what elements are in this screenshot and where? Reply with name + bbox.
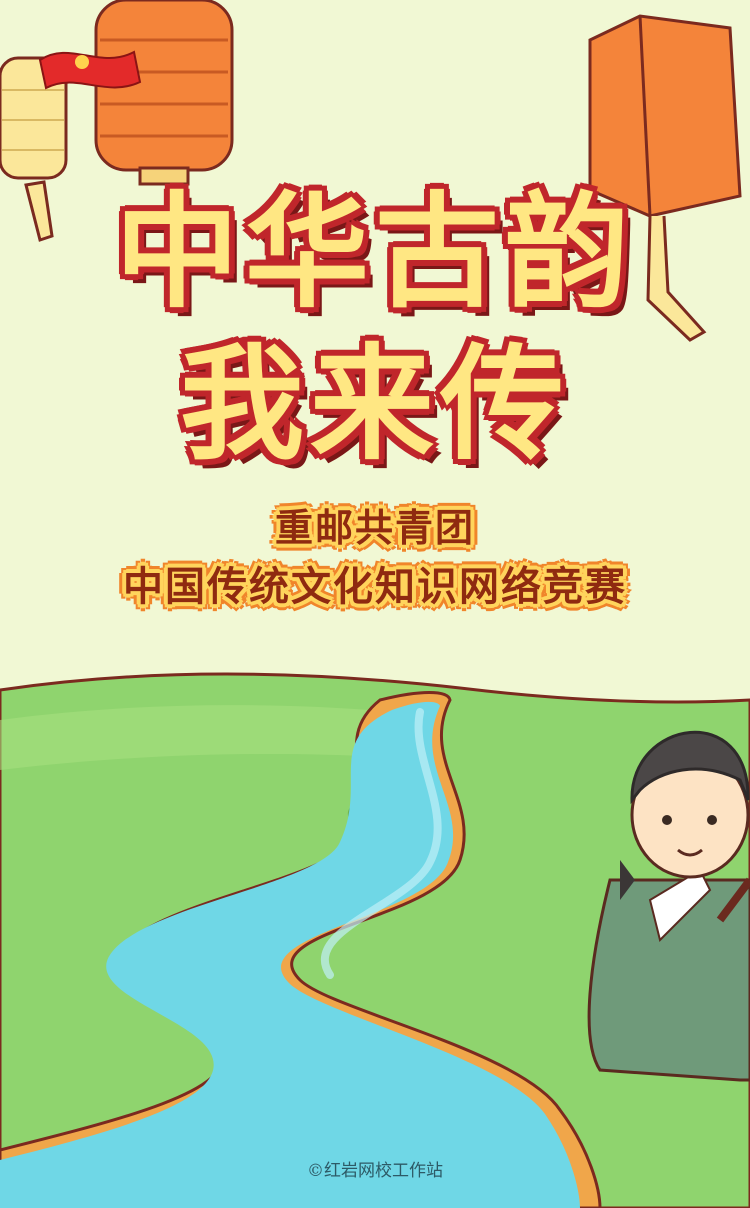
poster-subtitle-event: 中国传统文化知识网络竞赛	[123, 564, 627, 610]
scholar-character-icon	[587, 731, 750, 1082]
poster-title-line-2: 我来传	[178, 332, 570, 479]
copyright-footer: ©红岩网校工作站	[307, 1161, 443, 1181]
box-lantern-icon	[588, 14, 742, 342]
poster-subtitle-organizer: 重邮共青团	[274, 506, 475, 550]
poster-title-line-1: 中华古韵	[113, 180, 635, 327]
league-flag-icon	[38, 50, 142, 90]
paper-lantern-icon	[94, 0, 234, 186]
yellow-lantern-icon	[0, 56, 68, 242]
river	[0, 691, 602, 1208]
